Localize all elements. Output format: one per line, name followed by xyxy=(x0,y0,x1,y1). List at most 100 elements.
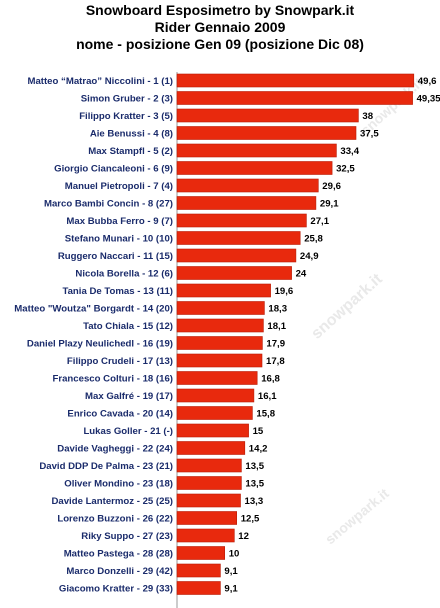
bar-14 xyxy=(176,301,265,315)
category-label-12: Nicola Borella - 12 (6) xyxy=(75,269,173,280)
value-label-17: 17,8 xyxy=(266,356,285,367)
category-label-4: Aie Benussi - 4 (8) xyxy=(90,129,173,140)
bar-10 xyxy=(176,231,301,245)
value-label-10: 25,8 xyxy=(304,234,323,245)
bar-1 xyxy=(176,73,415,88)
category-label-23: David DDP De Palma - 23 (21) xyxy=(39,461,173,472)
chart-title-line-3: nome - posizione Gen 09 (posizione Dic 0… xyxy=(76,36,364,52)
value-label-12: 24 xyxy=(296,269,307,280)
bar-18 xyxy=(176,371,258,385)
bar-21 xyxy=(176,423,249,438)
category-label-16: Daniel Plazy Neulichedl - 16 (19) xyxy=(27,339,173,350)
value-label-25: 13,3 xyxy=(245,496,264,507)
value-label-9: 27,1 xyxy=(310,216,329,227)
bar-5 xyxy=(176,143,337,158)
bar-3 xyxy=(176,108,359,123)
value-label-8: 29,1 xyxy=(320,199,339,210)
watermark-text-2: snowpark.it xyxy=(322,485,392,547)
category-label-8: Marco Bambi Concin - 8 (27) xyxy=(44,199,173,210)
value-label-21: 15 xyxy=(253,426,264,437)
value-label-6: 32,5 xyxy=(336,164,355,175)
category-label-2: Simon Gruber - 2 (3) xyxy=(81,94,173,105)
bar-13 xyxy=(176,283,271,298)
bar-6 xyxy=(176,161,333,175)
bar-27 xyxy=(176,528,235,543)
category-label-15: Tato Chiala - 15 (12) xyxy=(83,321,173,332)
value-label-2: 49,35 xyxy=(417,94,440,105)
value-label-11: 24,9 xyxy=(300,251,319,262)
bar-22 xyxy=(176,441,246,455)
category-label-28: Matteo Pastega - 28 (28) xyxy=(64,549,173,560)
category-label-3: Filippo Kratter - 3 (5) xyxy=(79,111,173,122)
value-label-23: 13,5 xyxy=(245,461,264,472)
value-label-19: 16,1 xyxy=(258,391,277,402)
category-label-30: Giacomo Kratter - 29 (33) xyxy=(59,584,173,595)
value-label-7: 29,6 xyxy=(322,181,341,192)
category-labels-group: Matteo “Matrao” Niccolini - 1 (1) Simon G… xyxy=(14,76,173,595)
value-label-24: 13,5 xyxy=(245,479,264,490)
value-label-16: 17,9 xyxy=(266,339,285,350)
bar-30 xyxy=(176,581,221,595)
category-label-21: Lukas Goller - 21 (-) xyxy=(83,426,173,437)
bar-9 xyxy=(176,213,307,228)
value-label-3: 38 xyxy=(362,111,373,122)
watermark-text-1: snowpark.it xyxy=(308,270,386,343)
category-label-11: Ruggero Naccari - 11 (15) xyxy=(58,251,173,262)
bars-group xyxy=(176,73,415,595)
category-label-6: Giorgio Ciancaleoni - 6 (9) xyxy=(54,164,173,175)
category-label-19: Max Galfré - 19 (17) xyxy=(85,391,173,402)
value-label-22: 14,2 xyxy=(249,444,268,455)
bar-8 xyxy=(176,196,317,210)
value-label-20: 15,8 xyxy=(256,409,275,420)
category-label-5: Max Stampfl - 5 (2) xyxy=(88,146,173,157)
bar-17 xyxy=(176,353,263,368)
bar-20 xyxy=(176,406,253,420)
category-label-14: Matteo "Woutza" Borgardt - 14 (20) xyxy=(14,304,173,315)
value-label-28: 10 xyxy=(229,549,240,560)
bar-26 xyxy=(176,511,238,525)
category-label-13: Tania De Tomas - 13 (11) xyxy=(62,286,173,297)
value-label-4: 37,5 xyxy=(360,129,379,140)
category-label-22: Davide Vagheggi - 22 (24) xyxy=(57,444,173,455)
category-label-29: Marco Donzelli - 29 (42) xyxy=(66,566,173,577)
category-label-1: Matteo “Matrao” Niccolini - 1 (1) xyxy=(27,76,173,87)
value-label-5: 33,4 xyxy=(340,146,359,157)
bar-15 xyxy=(176,318,264,333)
value-label-14: 18,3 xyxy=(268,304,287,315)
category-label-20: Enrico Cavada - 20 (14) xyxy=(67,409,173,420)
bar-16 xyxy=(176,336,263,350)
category-label-10: Stefano Munari - 10 (10) xyxy=(65,234,173,245)
value-label-18: 16,8 xyxy=(261,374,280,385)
bar-11 xyxy=(176,248,297,263)
category-label-7: Manuel Pietropoli - 7 (4) xyxy=(65,181,173,192)
category-label-25: Davide Lantermoz - 25 (25) xyxy=(51,496,173,507)
value-label-30: 9,1 xyxy=(224,584,238,595)
value-label-27: 12 xyxy=(238,531,249,542)
value-label-13: 19,6 xyxy=(275,286,294,297)
bar-28 xyxy=(176,546,226,560)
category-label-26: Lorenzo Buzzoni - 26 (22) xyxy=(57,514,173,525)
value-label-1: 49,6 xyxy=(418,76,437,87)
category-label-24: Oliver Mondino - 23 (18) xyxy=(64,479,173,490)
value-label-26: 12,5 xyxy=(241,514,260,525)
category-label-18: Francesco Colturi - 18 (16) xyxy=(53,374,174,385)
value-label-15: 18,1 xyxy=(267,321,286,332)
bar-7 xyxy=(176,178,319,193)
chart-title-line-1: Snowboard Esposimetro by Snowpark.it xyxy=(85,2,355,18)
chart-title-line-2: Rider Gennaio 2009 xyxy=(154,19,286,35)
bar-4 xyxy=(176,126,357,140)
bar-29 xyxy=(176,563,221,578)
bar-25 xyxy=(176,493,241,508)
bar-23 xyxy=(176,458,242,473)
bar-12 xyxy=(176,266,292,280)
bar-2 xyxy=(176,91,413,105)
category-label-27: Riky Suppo - 27 (23) xyxy=(81,531,173,542)
value-label-29: 9,1 xyxy=(224,566,238,577)
bar-19 xyxy=(176,388,255,403)
category-label-9: Max Bubba Ferro - 9 (7) xyxy=(66,216,173,227)
value-labels-group: 49,6 49,35 38 37,533,4 32,5 29,6 29,1 27,1 25,8 2… xyxy=(224,76,440,595)
bar-24 xyxy=(176,476,242,490)
category-label-17: Filippo Crudeli - 17 (13) xyxy=(67,356,173,367)
